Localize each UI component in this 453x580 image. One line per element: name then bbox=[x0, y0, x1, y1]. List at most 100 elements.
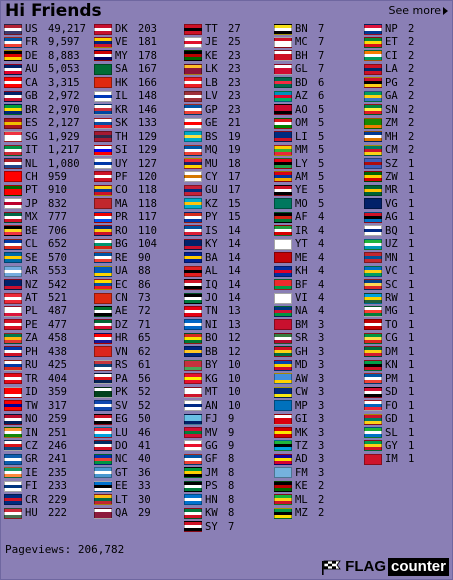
country-row[interactable]: GT 36 bbox=[94, 466, 186, 480]
country-row[interactable]: YT 4 bbox=[274, 237, 366, 251]
country-row[interactable]: GP 23 bbox=[184, 103, 276, 117]
country-row[interactable]: BG 104 bbox=[94, 237, 186, 251]
country-row[interactable]: PH 438 bbox=[4, 345, 96, 359]
country-row[interactable]: FI 233 bbox=[4, 479, 96, 493]
country-row[interactable]: SC 1 bbox=[364, 278, 453, 292]
country-row[interactable]: GE 21 bbox=[184, 116, 276, 130]
country-row[interactable]: PE 477 bbox=[4, 318, 96, 332]
country-row[interactable]: VI 4 bbox=[274, 291, 366, 305]
country-row[interactable]: NL 1,080 bbox=[4, 157, 96, 171]
country-row[interactable]: CZ 246 bbox=[4, 439, 96, 453]
country-row[interactable]: GL 7 bbox=[274, 62, 366, 76]
country-row[interactable]: GU 17 bbox=[184, 183, 276, 197]
country-row[interactable]: ZA 458 bbox=[4, 331, 96, 345]
country-row[interactable]: TH 129 bbox=[94, 130, 186, 144]
country-row[interactable]: IQ 14 bbox=[184, 278, 276, 292]
country-row[interactable]: BE 706 bbox=[4, 224, 96, 238]
country-row[interactable]: MY 178 bbox=[94, 49, 186, 63]
country-row[interactable]: UY 127 bbox=[94, 157, 186, 171]
country-row[interactable]: DE 8,883 bbox=[4, 49, 96, 63]
country-row[interactable]: GA 2 bbox=[364, 89, 453, 103]
country-row[interactable]: NC 40 bbox=[94, 452, 186, 466]
country-row[interactable]: OM 5 bbox=[274, 116, 366, 130]
country-row[interactable]: HR 65 bbox=[94, 331, 186, 345]
country-row[interactable]: MX 777 bbox=[4, 210, 96, 224]
country-row[interactable]: MH 2 bbox=[364, 130, 453, 144]
country-row[interactable]: DO 41 bbox=[94, 439, 186, 453]
country-row[interactable]: KN 1 bbox=[364, 358, 453, 372]
country-row[interactable]: LT 30 bbox=[94, 493, 186, 507]
country-row[interactable]: PA 56 bbox=[94, 372, 186, 386]
country-row[interactable]: VC 1 bbox=[364, 264, 453, 278]
country-row[interactable]: GF 8 bbox=[184, 452, 276, 466]
country-row[interactable]: AL 14 bbox=[184, 264, 276, 278]
country-row[interactable]: LB 23 bbox=[184, 76, 276, 90]
country-row[interactable]: NZ 542 bbox=[4, 278, 96, 292]
country-row[interactable]: VE 181 bbox=[94, 35, 186, 49]
country-row[interactable]: IE 235 bbox=[4, 466, 96, 480]
country-row[interactable]: SI 129 bbox=[94, 143, 186, 157]
country-row[interactable]: SV 52 bbox=[94, 399, 186, 413]
country-row[interactable]: GI 3 bbox=[274, 412, 366, 426]
country-row[interactable]: IS 14 bbox=[184, 224, 276, 238]
country-row[interactable]: KR 146 bbox=[94, 103, 186, 117]
country-row[interactable]: ME 4 bbox=[274, 251, 366, 265]
country-row[interactable]: MQ 19 bbox=[184, 143, 276, 157]
country-row[interactable]: BN 7 bbox=[274, 22, 366, 36]
country-row[interactable]: RE 90 bbox=[94, 251, 186, 265]
country-row[interactable]: AE 72 bbox=[94, 304, 186, 318]
country-row[interactable]: ET 2 bbox=[364, 35, 453, 49]
country-row[interactable]: DM 1 bbox=[364, 345, 453, 359]
country-row[interactable]: KE 2 bbox=[274, 479, 366, 493]
country-row[interactable]: AF 4 bbox=[274, 210, 366, 224]
country-row[interactable]: RO 110 bbox=[94, 224, 186, 238]
country-row[interactable]: VN 62 bbox=[94, 345, 186, 359]
country-row[interactable]: MN 1 bbox=[364, 251, 453, 265]
country-row[interactable]: KW 8 bbox=[184, 506, 276, 520]
country-row[interactable]: IL 148 bbox=[94, 89, 186, 103]
country-row[interactable]: JE 25 bbox=[184, 35, 276, 49]
country-row[interactable]: YE 5 bbox=[274, 183, 366, 197]
country-row[interactable]: MA 118 bbox=[94, 197, 186, 211]
country-row[interactable]: MD 3 bbox=[274, 358, 366, 372]
country-row[interactable]: RS 61 bbox=[94, 358, 186, 372]
country-row[interactable]: LY 5 bbox=[274, 157, 366, 171]
country-row[interactable]: CM 2 bbox=[364, 143, 453, 157]
country-row[interactable]: HU 222 bbox=[4, 506, 96, 520]
country-row[interactable]: EG 50 bbox=[94, 412, 186, 426]
country-row[interactable]: QA 29 bbox=[94, 506, 186, 520]
country-row[interactable]: PT 910 bbox=[4, 183, 96, 197]
country-row[interactable]: CO 118 bbox=[94, 183, 186, 197]
country-row[interactable]: RU 425 bbox=[4, 358, 96, 372]
country-row[interactable]: GB 2,972 bbox=[4, 89, 96, 103]
country-row[interactable]: MP 3 bbox=[274, 399, 366, 413]
country-row[interactable]: AR 553 bbox=[4, 264, 96, 278]
country-row[interactable]: PM 1 bbox=[364, 372, 453, 386]
country-row[interactable]: SK 133 bbox=[94, 116, 186, 130]
country-row[interactable]: UA 88 bbox=[94, 264, 186, 278]
country-row[interactable]: MZ 2 bbox=[274, 506, 366, 520]
country-row[interactable]: KG 10 bbox=[184, 372, 276, 386]
country-row[interactable]: SR 3 bbox=[274, 331, 366, 345]
country-row[interactable]: CL 652 bbox=[4, 237, 96, 251]
country-row[interactable]: EE 33 bbox=[94, 479, 186, 493]
country-row[interactable]: ID 359 bbox=[4, 385, 96, 399]
country-row[interactable]: SL 1 bbox=[364, 426, 453, 440]
country-row[interactable]: MG 1 bbox=[364, 304, 453, 318]
country-row[interactable]: CY 17 bbox=[184, 170, 276, 184]
country-row[interactable]: FO 1 bbox=[364, 399, 453, 413]
country-row[interactable]: BH 7 bbox=[274, 49, 366, 63]
country-row[interactable]: BO 12 bbox=[184, 331, 276, 345]
country-row[interactable]: GH 3 bbox=[274, 345, 366, 359]
country-row[interactable]: CG 1 bbox=[364, 331, 453, 345]
country-row[interactable]: BB 12 bbox=[184, 345, 276, 359]
country-row[interactable]: NO 259 bbox=[4, 412, 96, 426]
country-row[interactable]: TW 317 bbox=[4, 399, 96, 413]
country-row[interactable]: BA 14 bbox=[184, 251, 276, 265]
country-row[interactable]: AG 1 bbox=[364, 210, 453, 224]
country-row[interactable]: MK 3 bbox=[274, 426, 366, 440]
country-row[interactable]: AM 5 bbox=[274, 170, 366, 184]
country-row[interactable]: LV 23 bbox=[184, 89, 276, 103]
country-row[interactable]: BF 4 bbox=[274, 278, 366, 292]
country-row[interactable]: KZ 15 bbox=[184, 197, 276, 211]
